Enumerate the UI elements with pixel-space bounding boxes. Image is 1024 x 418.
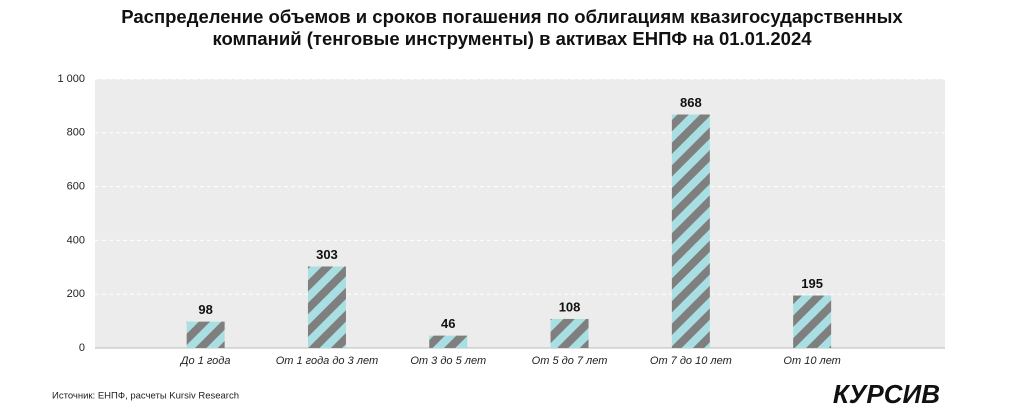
x-tick-label: От 1 года до 3 лет xyxy=(276,355,378,367)
bar xyxy=(671,114,710,349)
y-tick-label: 1 000 xyxy=(57,73,85,85)
value-label: 195 xyxy=(801,276,823,291)
x-tick-label: От 10 лет xyxy=(783,355,840,367)
y-tick-label: 800 xyxy=(67,127,85,139)
y-tick-label: 400 xyxy=(67,234,85,246)
bar xyxy=(793,295,832,348)
x-tick-label: От 3 до 5 лет xyxy=(410,355,486,367)
value-label: 98 xyxy=(198,302,212,317)
y-tick-label: 600 xyxy=(67,181,85,193)
bar xyxy=(429,335,468,348)
bar xyxy=(550,318,589,348)
value-label: 303 xyxy=(316,247,338,262)
x-tick-label: От 5 до 7 лет xyxy=(532,355,608,367)
logo: КУРСИВ xyxy=(833,379,940,409)
source-note: Источник: ЕНПФ, расчеты Kursiv Research xyxy=(52,391,239,402)
value-label: 108 xyxy=(559,299,581,314)
chart-title: Распределение объемов и сроков погашения… xyxy=(121,6,903,49)
value-label: 868 xyxy=(680,95,702,110)
y-tick-label: 200 xyxy=(67,288,85,300)
bar xyxy=(307,266,346,348)
bar xyxy=(186,321,225,348)
x-tick-label: От 7 до 10 лет xyxy=(650,355,732,367)
x-tick-label: До 1 года xyxy=(179,355,231,367)
value-label: 46 xyxy=(441,316,455,331)
y-tick-label: 0 xyxy=(79,342,85,354)
